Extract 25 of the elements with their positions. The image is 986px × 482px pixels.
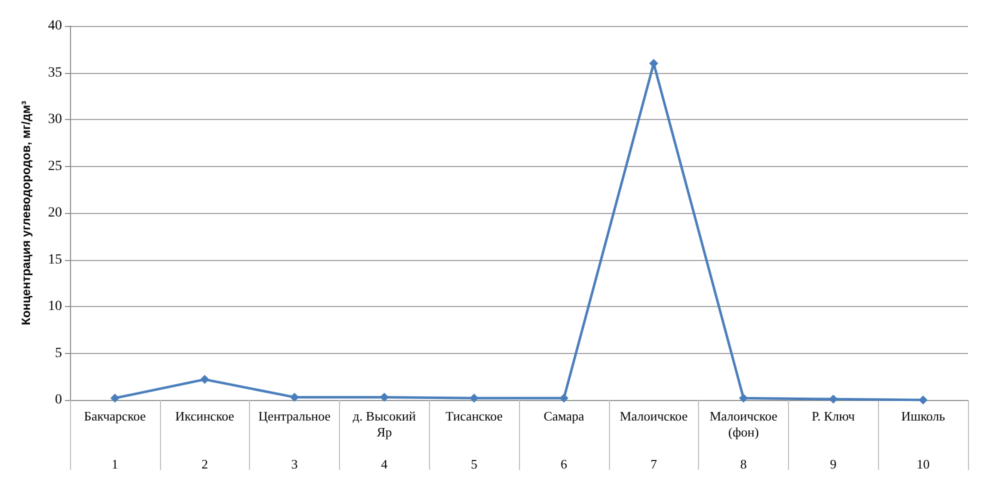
- y-tick-label: 15: [48, 252, 62, 268]
- point: [200, 374, 210, 384]
- y-tick-label: 30: [48, 112, 62, 127]
- point: [290, 392, 299, 402]
- category-label: Бакчарское 1: [84, 408, 146, 472]
- point: [918, 396, 928, 404]
- category-label: Центральное 3: [258, 408, 331, 472]
- y-tick-label: 35: [48, 65, 62, 80]
- category-label: Р. Ключ 9: [812, 408, 855, 472]
- point: [739, 394, 748, 403]
- y-tick-label: 20: [48, 206, 62, 220]
- category-label: Иксинское 2: [175, 408, 234, 472]
- y-tick-label: 0: [55, 392, 62, 408]
- category-label: Малоичское (фон) 8: [710, 408, 778, 472]
- category-label: Ишколь 10: [901, 408, 946, 472]
- y-tick-label: 40: [48, 18, 62, 34]
- category-label: Тисанское 5: [446, 408, 503, 472]
- y-tick-label: 5: [55, 346, 62, 361]
- point: [110, 394, 120, 403]
- y-axis-title: Концентрация углеводородов, мг/дм³: [19, 100, 33, 326]
- y-tick-label: 10: [48, 299, 62, 314]
- category-label: Малоичское 7: [620, 408, 688, 472]
- category-label: д. Высокий Яр 4: [352, 408, 416, 472]
- category-label: Самара 6: [544, 408, 584, 472]
- y-tick-label: 25: [48, 158, 62, 174]
